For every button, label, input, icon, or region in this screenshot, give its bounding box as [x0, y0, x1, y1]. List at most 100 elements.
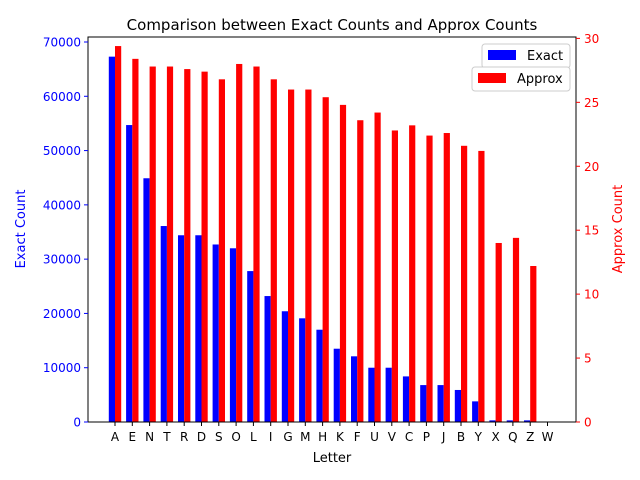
right-tick-label-2: 10 [584, 288, 599, 302]
left-tick-label-7: 70000 [43, 36, 81, 50]
legend-approx: Approx [471, 66, 571, 92]
bar-exact-R [178, 235, 185, 422]
x-axis-label: Letter [313, 451, 352, 466]
bar-exact-E [126, 125, 133, 423]
bar-approx-V [391, 130, 398, 422]
legend-exact-swatch [488, 50, 516, 60]
bar-approx-R [184, 69, 191, 422]
bar-approx-F [357, 120, 364, 423]
x-tick-label-T: T [162, 430, 171, 444]
legend-approx-label: Approx [517, 72, 563, 87]
x-tick-label-D: D [197, 430, 206, 444]
bar-exact-T [160, 226, 167, 422]
legend-exact-label: Exact [527, 49, 563, 64]
bar-approx-P [426, 135, 433, 422]
left-axis-label: Exact Count [14, 190, 29, 269]
bar-approx-Z [530, 266, 537, 422]
bar-exact-X [489, 420, 496, 422]
x-tick-label-L: L [250, 430, 257, 444]
x-tick-label-P: P [423, 430, 430, 444]
legend-approx-swatch [478, 73, 506, 83]
bar-exact-S [212, 244, 219, 422]
bar-approx-C [409, 125, 416, 422]
x-tick-label-R: R [180, 430, 188, 444]
right-tick-label-1: 5 [584, 352, 592, 366]
x-tick-label-V: V [388, 430, 397, 444]
x-tick-label-O: O [231, 430, 240, 444]
bar-approx-I [270, 79, 277, 423]
left-tick-label-0: 0 [73, 416, 81, 430]
bar-approx-X [495, 242, 502, 422]
x-tick-label-B: B [457, 430, 465, 444]
x-tick-label-U: U [370, 430, 379, 444]
x-tick-label-A: A [111, 430, 120, 444]
x-tick-label-K: K [336, 430, 345, 444]
left-tick-label-4: 40000 [43, 198, 81, 212]
right-tick-label-5: 25 [584, 96, 599, 110]
left-tick-label-6: 60000 [43, 90, 81, 104]
bar-approx-Y [478, 150, 485, 422]
x-tick-label-F: F [354, 430, 361, 444]
legend-exact: Exact [481, 43, 571, 69]
left-tick-label-1: 10000 [43, 361, 81, 375]
bar-approx-E [132, 58, 139, 423]
bar-approx-G [288, 89, 295, 422]
bar-approx-B [461, 145, 468, 422]
chart-title: Comparison between Exact Counts and Appr… [127, 16, 538, 34]
bar-exact-F [351, 356, 358, 422]
bar-exact-H [316, 329, 323, 422]
bar-exact-I [264, 296, 271, 422]
bar-exact-B [454, 389, 461, 422]
bar-exact-C [402, 376, 410, 422]
x-tick-label-N: N [145, 430, 154, 444]
bar-exact-L [247, 271, 254, 422]
bar-exact-K [333, 348, 340, 422]
bar-exact-J [437, 385, 444, 422]
bar-approx-U [374, 112, 381, 423]
left-tick-label-5: 50000 [43, 144, 81, 158]
bar-exact-D [195, 235, 202, 422]
bar-approx-Q [512, 237, 520, 422]
left-tick-label-3: 30000 [43, 253, 81, 267]
left-tick-label-2: 20000 [43, 307, 81, 321]
bar-approx-M [305, 89, 312, 422]
bar-exact-Z [524, 420, 531, 422]
bar-approx-K [339, 104, 347, 422]
x-tick-label-Q: Q [508, 430, 517, 444]
right-axis-label: Approx Count [611, 185, 626, 273]
bar-approx-D [201, 71, 208, 422]
bar-exact-V [385, 367, 392, 422]
bar-approx-H [322, 97, 329, 423]
x-tick-label-J: J [441, 430, 446, 444]
right-tick-label-4: 20 [584, 160, 599, 174]
bar-exact-Y [472, 401, 479, 422]
x-tick-label-W: W [542, 430, 554, 444]
right-tick-label-3: 15 [584, 224, 599, 238]
x-tick-label-X: X [491, 430, 499, 444]
x-tick-label-I: I [269, 430, 273, 444]
bar-exact-O [229, 248, 237, 422]
right-tick-label-0: 0 [584, 416, 592, 430]
bar-approx-N [149, 66, 156, 422]
bar-exact-Q [506, 420, 513, 422]
x-tick-label-C: C [405, 430, 413, 444]
bar-exact-U [368, 367, 375, 422]
bar-approx-A [115, 46, 122, 422]
x-tick-label-H: H [318, 430, 327, 444]
x-tick-label-E: E [129, 430, 137, 444]
bar-exact-P [420, 385, 427, 422]
x-tick-label-Y: Y [474, 430, 483, 444]
bar-exact-G [281, 311, 288, 422]
x-tick-label-S: S [215, 430, 223, 444]
bar-approx-T [166, 66, 174, 422]
bar-approx-S [218, 79, 225, 423]
x-tick-label-M: M [300, 430, 310, 444]
bar-approx-J [443, 133, 450, 422]
bar-approx-L [253, 66, 260, 422]
bar-exact-N [143, 178, 150, 422]
x-tick-label-Z: Z [526, 430, 534, 444]
bar-approx-O [236, 63, 243, 422]
right-tick-label-6: 30 [584, 32, 599, 46]
bar-exact-M [299, 318, 306, 422]
